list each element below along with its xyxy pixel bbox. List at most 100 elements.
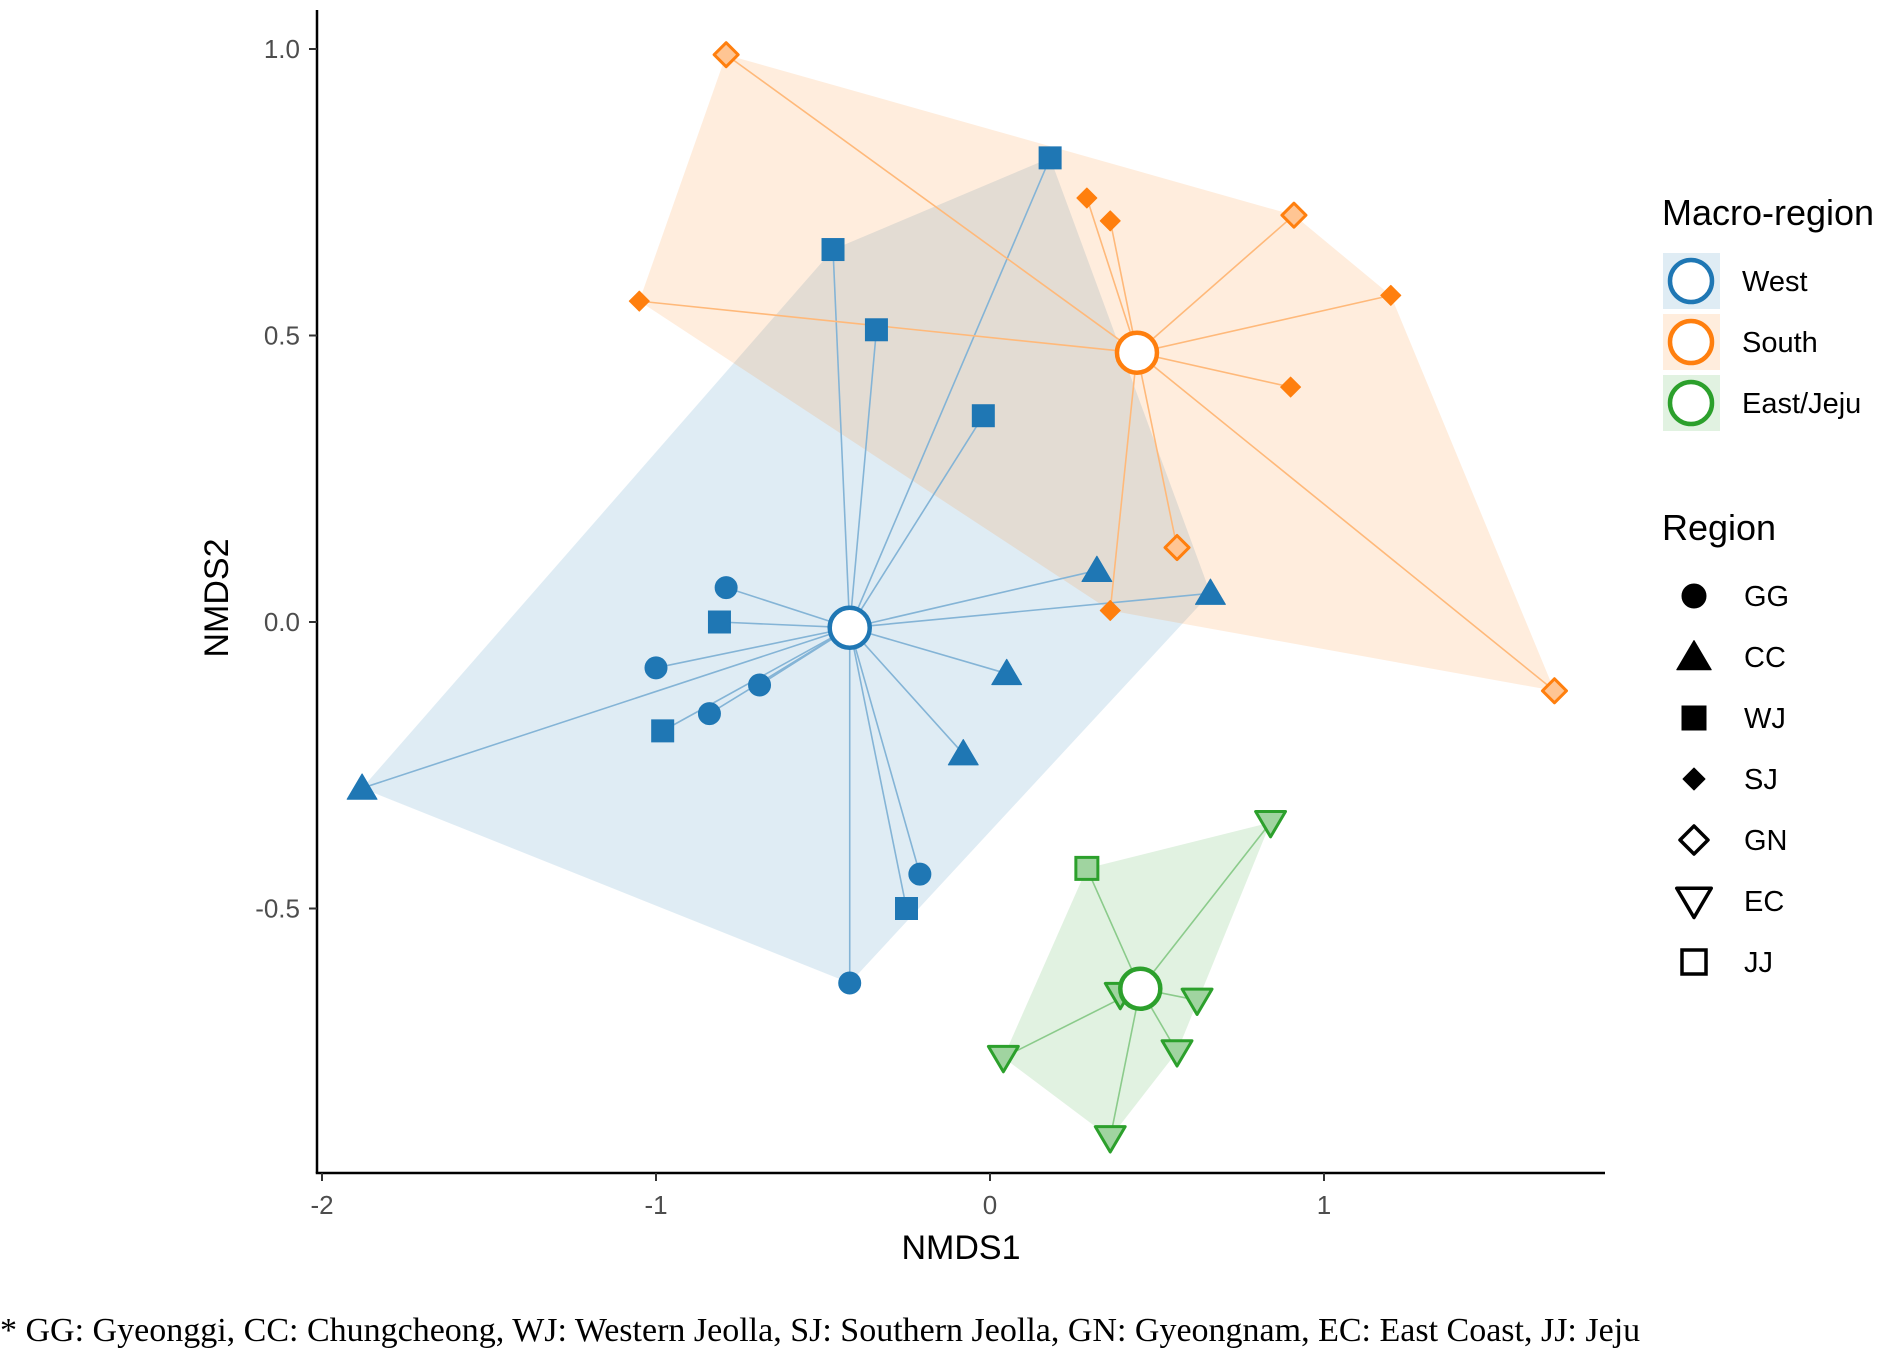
legend-label-east-jeju: East/Jeju xyxy=(1742,388,1861,420)
point-ec-34 xyxy=(1093,1125,1127,1154)
spoke-18 xyxy=(725,54,1138,354)
legend-label-cc: CC xyxy=(1744,642,1786,674)
legend-shape-gn xyxy=(1678,824,1710,856)
point-wj-12 xyxy=(821,238,845,262)
spoke-11 xyxy=(848,157,1051,629)
x-tick-label-1: -1 xyxy=(644,1190,667,1220)
axes xyxy=(315,10,1605,1175)
legend-label-sj: SJ xyxy=(1744,764,1778,796)
point-sj-26 xyxy=(1280,376,1302,398)
legend-region-entries: GG CC WJ SJ GN EC JJ xyxy=(1675,581,1789,979)
point-gg-1 xyxy=(644,656,668,680)
legend-key-0 xyxy=(1667,257,1715,305)
legend-shape-sj xyxy=(1682,767,1706,791)
spoke-19 xyxy=(1136,214,1295,354)
point-wj-16 xyxy=(651,719,675,743)
centroid-south xyxy=(1114,330,1160,375)
legend: Macro-region West South East/Jeju Region G… xyxy=(1662,192,1874,979)
y-tick-label-2: 0.5 xyxy=(264,321,300,351)
centroid-west xyxy=(827,605,872,650)
legend-macro-region-entries: West South East/Jeju xyxy=(1663,253,1861,431)
legend-title-macro-region: Macro-region xyxy=(1662,192,1874,233)
spoke-26 xyxy=(1136,351,1291,388)
group-hulls xyxy=(362,54,1555,1138)
legend-label-gn: GN xyxy=(1744,825,1788,857)
legend-title-region: Region xyxy=(1662,507,1776,548)
legend-shape-gg xyxy=(1681,583,1707,609)
legend-shape-jj xyxy=(1680,948,1708,976)
x-tick-label-2: 0 xyxy=(983,1190,997,1220)
legend-key-2 xyxy=(1667,379,1715,427)
x-tick-label-0: -2 xyxy=(310,1190,333,1220)
point-wj-15 xyxy=(707,610,731,634)
spoke-29 xyxy=(1139,822,1272,990)
point-sj-22 xyxy=(1076,187,1098,209)
spoke-9 xyxy=(849,569,1098,629)
spoke-27 xyxy=(1109,352,1138,611)
spoke-17 xyxy=(848,627,908,909)
group-centroids xyxy=(827,330,1163,1011)
y-tick-label-1: 0.0 xyxy=(264,607,300,637)
legend-label-jj: JJ xyxy=(1744,947,1773,979)
legend-shape-ec xyxy=(1675,886,1713,920)
legend-key-1 xyxy=(1667,318,1715,366)
legend-label-south: South xyxy=(1742,327,1818,359)
point-ec-31 xyxy=(1180,987,1214,1016)
nmds-chart: -2 -1 0 1 -0.5 0.0 0.5 1.0 NMDS1 NMDS2 Macro-re… xyxy=(198,10,1874,1267)
point-gg-4 xyxy=(908,862,932,886)
legend-shape-cc xyxy=(1676,640,1712,671)
y-tick-label-0: -0.5 xyxy=(255,894,300,924)
point-ec-33 xyxy=(1160,1039,1194,1068)
legend-label-ec: EC xyxy=(1744,886,1784,918)
legend-label-gg: GG xyxy=(1744,581,1789,613)
point-gg-3 xyxy=(748,673,772,697)
spoke-6 xyxy=(361,626,850,789)
footnote: * GG: Gyeonggi, CC: Chungcheong, WJ: Wes… xyxy=(0,1312,1641,1349)
spoke-25 xyxy=(639,300,1138,354)
point-cc-9 xyxy=(1081,555,1113,582)
spoke-1 xyxy=(655,626,850,669)
y-tick-label-3: 1.0 xyxy=(264,34,300,64)
point-jj-28 xyxy=(1074,855,1100,881)
x-axis-title: NMDS1 xyxy=(901,1229,1020,1267)
point-sj-24 xyxy=(1380,284,1402,306)
point-sj-25 xyxy=(628,290,650,312)
point-cc-8 xyxy=(947,738,979,766)
legend-label-wj: WJ xyxy=(1744,703,1786,735)
legend-label-west: West xyxy=(1742,266,1808,298)
spoke-20 xyxy=(1136,352,1178,548)
point-wj-14 xyxy=(971,404,995,428)
spoke-10 xyxy=(849,592,1211,629)
point-cc-6 xyxy=(346,773,378,800)
point-wj-13 xyxy=(864,318,888,342)
centroid-spokes xyxy=(361,54,1555,1138)
point-ec-29 xyxy=(1254,810,1288,839)
spoke-34 xyxy=(1109,988,1142,1138)
hull-west xyxy=(362,157,1211,983)
spoke-21 xyxy=(1136,352,1555,692)
centroid-east-jeju xyxy=(1118,966,1163,1011)
spoke-22 xyxy=(1086,197,1138,353)
point-cc-7 xyxy=(991,658,1023,686)
point-wj-11 xyxy=(1038,146,1062,170)
point-sj-27 xyxy=(1099,600,1121,622)
point-gn-20 xyxy=(1163,534,1191,562)
point-gn-18 xyxy=(712,41,740,69)
spoke-23 xyxy=(1109,220,1138,353)
hull-south xyxy=(639,54,1555,691)
spoke-14 xyxy=(849,415,984,629)
point-gg-0 xyxy=(714,576,738,600)
spoke-7 xyxy=(849,626,1007,675)
point-cc-10 xyxy=(1194,578,1226,605)
axis-ticks: -2 -1 0 1 -0.5 0.0 0.5 1.0 xyxy=(255,34,1331,1220)
spoke-24 xyxy=(1136,294,1391,354)
point-wj-17 xyxy=(895,897,918,920)
point-ec-32 xyxy=(986,1044,1020,1074)
spoke-13 xyxy=(848,329,878,628)
spoke-12 xyxy=(832,249,851,628)
spoke-4 xyxy=(848,627,921,875)
y-axis-title: NMDS2 xyxy=(198,538,236,657)
point-sj-23 xyxy=(1099,210,1121,232)
point-gn-21 xyxy=(1540,677,1568,705)
point-gn-19 xyxy=(1280,201,1308,229)
